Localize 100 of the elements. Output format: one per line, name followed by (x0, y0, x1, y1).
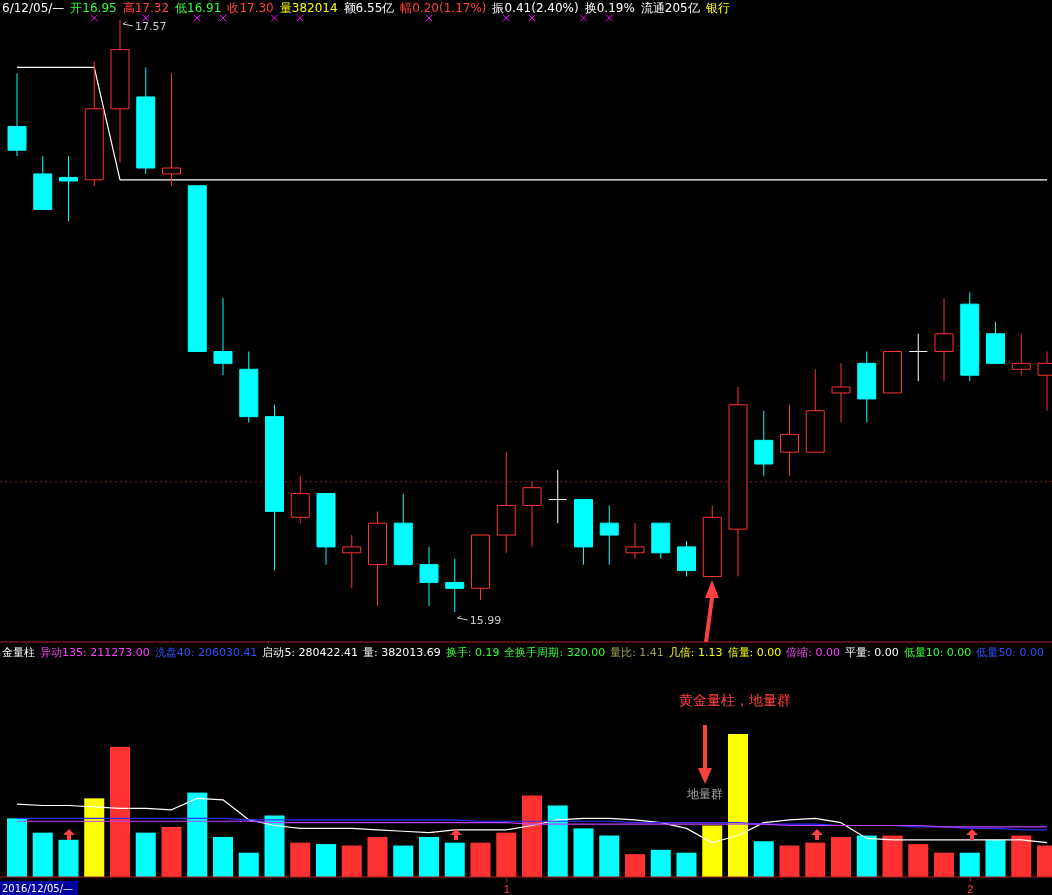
bar (1011, 835, 1032, 877)
candlestick (213, 297, 233, 376)
bar (419, 836, 439, 877)
text: 倍缩: 0.00 (786, 646, 840, 659)
bar (110, 746, 130, 877)
candlestick (934, 297, 954, 382)
annotation: 地量群 (686, 787, 723, 801)
candlestick (33, 155, 53, 210)
text: 收17.30 (227, 1, 274, 15)
text: 换手: 0.19 (445, 646, 500, 659)
text: 全换手周期: 320.00 (504, 646, 606, 659)
text: 倍量: 0.00 (727, 646, 782, 659)
bar (161, 826, 182, 877)
candlestick (574, 499, 593, 566)
text: 低量50: 0.00 (976, 646, 1045, 659)
candlestick (419, 546, 439, 607)
bar (84, 798, 105, 877)
text: 15.99 (469, 614, 502, 627)
text: 启动5: 280422.41 (262, 646, 359, 659)
text: 2016/12/05/— (2, 883, 74, 894)
text: 额6.55亿 (343, 1, 395, 15)
bar (934, 852, 954, 877)
candlestick (960, 291, 980, 382)
candlestick (780, 404, 799, 477)
text: 开16.95 (70, 1, 117, 15)
candlestick (393, 493, 413, 566)
bar (856, 835, 877, 877)
bar (882, 835, 903, 877)
bar (985, 839, 1006, 877)
candlestick (84, 60, 104, 187)
bar (316, 844, 336, 877)
bar (367, 836, 388, 877)
bar (702, 825, 723, 877)
x-tick-label: 2 (967, 882, 974, 895)
text: 量比: 1.41 (610, 646, 664, 659)
text: 6/12/05/— (2, 1, 65, 15)
candlestick (908, 333, 928, 382)
candlestick (59, 155, 78, 222)
text: 金量柱 (2, 646, 35, 659)
candlestick (522, 481, 542, 548)
bar (496, 832, 517, 877)
candlestick (239, 351, 259, 424)
text: 低16.91 (175, 1, 222, 15)
text: 高17.32 (122, 1, 170, 15)
bar (393, 845, 414, 877)
text: 平量: 0.00 (844, 646, 899, 659)
candlestick (7, 72, 27, 157)
bar (290, 842, 311, 877)
candlestick (471, 534, 490, 601)
bar (959, 852, 980, 877)
candlestick (754, 410, 774, 477)
candlestick (162, 72, 181, 187)
candlestick (728, 386, 748, 577)
candlestick (445, 558, 465, 613)
bar (599, 835, 620, 877)
candlestick (368, 510, 387, 607)
candlestick (883, 351, 902, 394)
candlestick (702, 504, 722, 577)
bar (753, 841, 774, 877)
bar (676, 852, 697, 877)
bar (573, 828, 594, 877)
text: 低量10: 0.00 (903, 646, 972, 659)
bar (908, 844, 929, 877)
text: 洗盘40: 206030.41 (154, 646, 258, 659)
candlestick (290, 475, 310, 524)
bar (7, 818, 27, 877)
bar (547, 805, 568, 877)
candlestick (599, 504, 619, 566)
bar (32, 832, 53, 877)
candlestick (651, 522, 671, 560)
bar (831, 836, 851, 877)
candlestick (625, 522, 645, 560)
candlestick (496, 451, 516, 554)
bar (341, 845, 362, 877)
bar (470, 842, 491, 877)
text: 几倍: 1.13 (668, 646, 723, 659)
candlestick (187, 185, 207, 353)
bar (213, 836, 233, 877)
candlestick (677, 540, 696, 577)
bar (522, 795, 542, 877)
bar (728, 734, 748, 877)
candlestick (316, 493, 336, 566)
bar (650, 849, 671, 877)
bar (238, 852, 259, 877)
text: 换0.19% (584, 1, 635, 15)
candlestick (265, 404, 284, 572)
annotation: 17.57 (135, 20, 167, 33)
text: 流通205亿 (640, 1, 700, 15)
bar (625, 854, 645, 877)
text: 振0.41(2.40%) (492, 1, 579, 15)
text: 黄金量柱，地量群 (679, 692, 791, 708)
candlestick (548, 469, 568, 524)
bar (779, 845, 800, 877)
candlestick (857, 351, 877, 424)
text: 量382014 (279, 1, 338, 15)
x-tick-label: 1 (503, 882, 510, 895)
bar (135, 832, 156, 877)
candlestick (342, 534, 362, 589)
text: 异动135: 211273.00 (40, 646, 150, 659)
candlestick (136, 66, 156, 175)
